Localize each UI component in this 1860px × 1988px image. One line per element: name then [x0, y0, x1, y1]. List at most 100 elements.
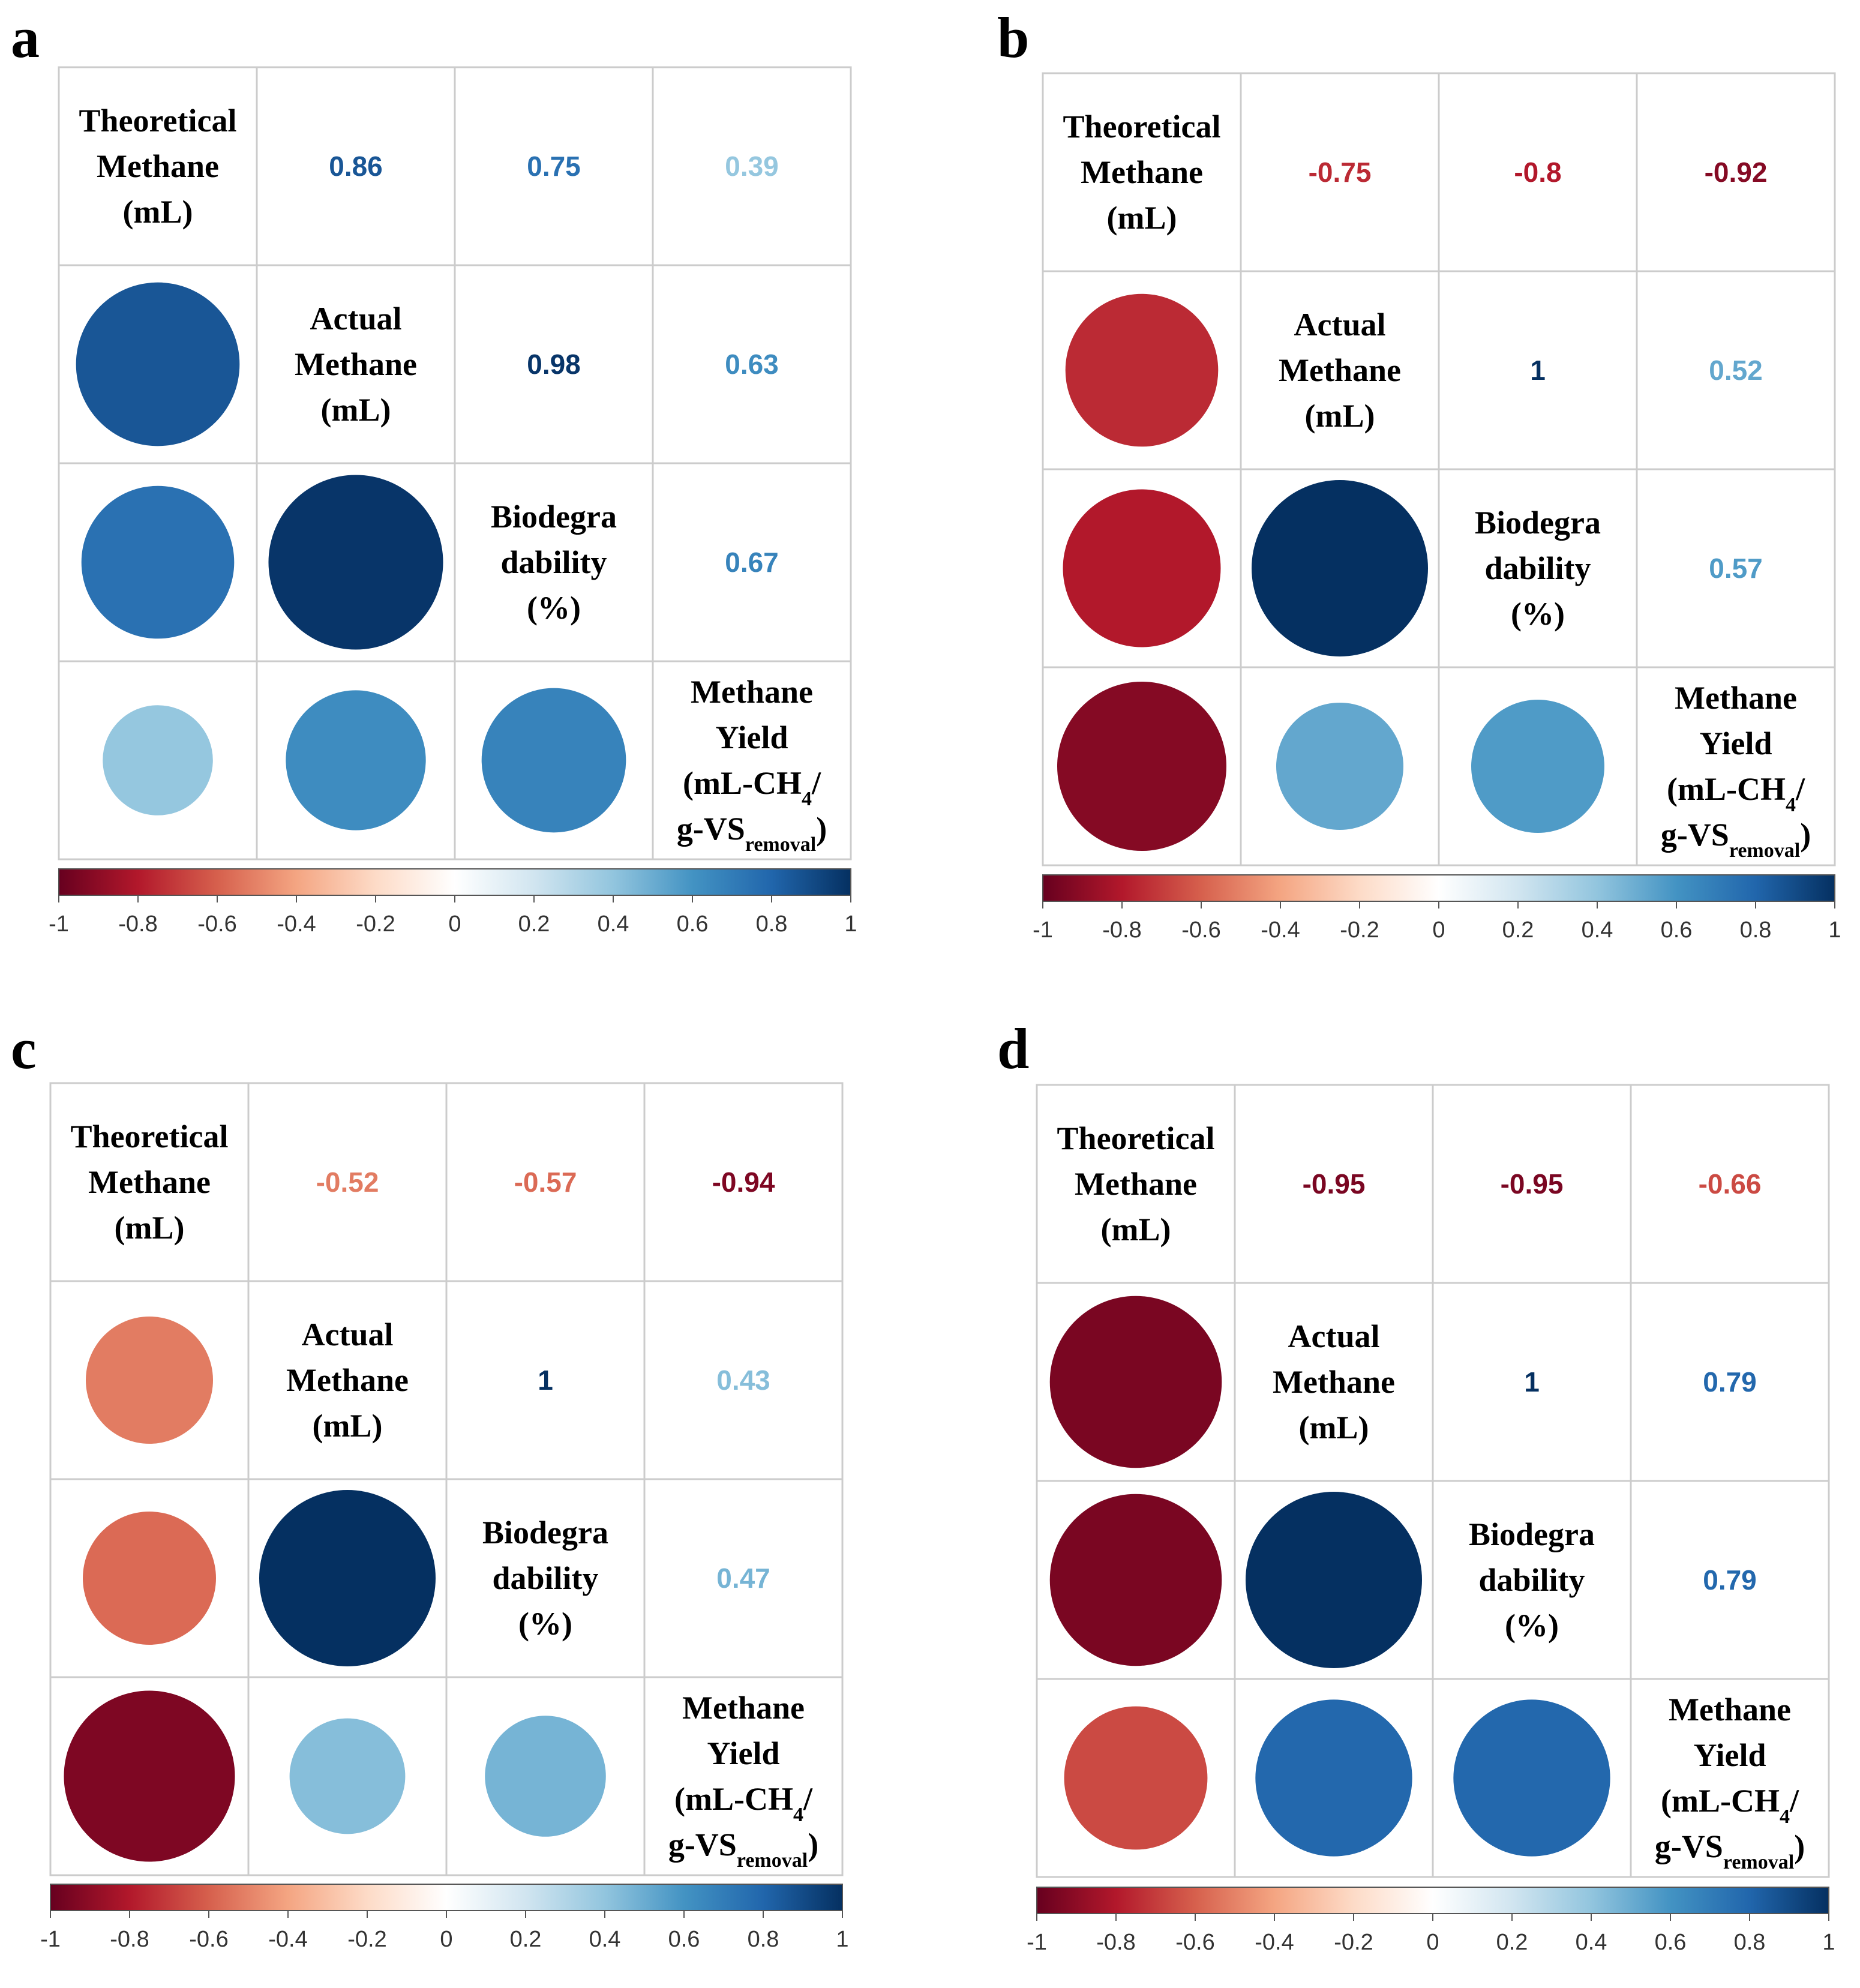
- colorbar: [1036, 1887, 1829, 1914]
- variable-label: Methane: [682, 1690, 805, 1726]
- colorbar-tick-label: -0.4: [277, 911, 316, 937]
- variable-label: dability: [1484, 550, 1591, 586]
- variable-label: (mL): [1299, 1410, 1369, 1446]
- variable-label: Methane: [1675, 680, 1797, 716]
- colorbar-tick-label: -0.2: [1334, 1930, 1373, 1955]
- colorbar-tick-label: 0.8: [1734, 1930, 1766, 1955]
- variable-label: Methane: [1279, 352, 1401, 388]
- coefficient-label: -0.95: [1303, 1168, 1366, 1200]
- colorbar-tick-label: 0.2: [1496, 1930, 1528, 1955]
- colorbar-tick-label: 0.6: [1661, 917, 1693, 943]
- coefficient-label: -0.66: [1699, 1168, 1762, 1200]
- colorbar-tick-label: 0.4: [589, 1927, 621, 1952]
- correlation-circle: [103, 705, 213, 815]
- variable-label: (mL-CH4/: [674, 1781, 813, 1826]
- variable-label: (mL-CH4/: [683, 765, 821, 810]
- coefficient-label: 0.52: [1709, 355, 1763, 386]
- variable-label: Yield: [1694, 1737, 1766, 1773]
- colorbar-tick-label: -0.6: [1181, 917, 1220, 943]
- colorbar-tick-label: -1: [1027, 1930, 1047, 1955]
- variable-label: (mL): [1101, 1212, 1171, 1248]
- coefficient-label: -0.57: [514, 1167, 577, 1198]
- colorbar-tick-label: 0.2: [510, 1927, 542, 1952]
- coefficient-label: 1: [1530, 355, 1546, 386]
- correlation-circle: [1057, 682, 1226, 851]
- variable-label: Methane: [97, 148, 219, 184]
- coefficient-label: 0.79: [1703, 1564, 1757, 1596]
- colorbar-tick-label: 1: [844, 911, 857, 937]
- variable-label: (mL): [321, 392, 391, 428]
- variable-label: Biodegra: [1475, 505, 1601, 541]
- variable-label: Actual: [310, 301, 402, 337]
- variable-label: g-VSremoval): [677, 811, 827, 856]
- variable-label: (%): [527, 590, 581, 626]
- variable-label: (mL): [123, 194, 193, 230]
- coefficient-label: 0.39: [725, 151, 779, 182]
- variable-label: Yield: [1700, 725, 1772, 761]
- variable-label: (%): [1505, 1608, 1559, 1644]
- colorbar-tick-label: 0.4: [1582, 917, 1613, 943]
- colorbar-tick-label: -0.2: [1340, 917, 1379, 943]
- correlation-circle: [1065, 293, 1219, 447]
- correlation-circle: [1064, 1706, 1208, 1850]
- colorbar: [50, 1884, 843, 1911]
- coefficient-label: -0.8: [1514, 157, 1561, 188]
- colorbar: [1042, 874, 1835, 902]
- colorbar-tick-label: -0.8: [118, 911, 157, 937]
- correlation-circle: [64, 1690, 235, 1862]
- panel-letter: a: [11, 5, 40, 70]
- colorbar: [58, 868, 851, 896]
- correlation-circle: [268, 475, 443, 650]
- variable-label: Methane: [295, 346, 417, 382]
- colorbar-tick-label: -1: [49, 911, 69, 937]
- colorbar-tick-label: 1: [1822, 1930, 1835, 1955]
- colorbar-tick-label: 0.2: [1502, 917, 1534, 943]
- variable-label: Actual: [1288, 1318, 1380, 1354]
- panel-b: b Theoretical Methane (mL) -0.75 -0.8 -0.92 Act…: [997, 5, 1841, 943]
- variable-label: Theoretical: [1063, 109, 1221, 145]
- variable-label: Biodegra: [482, 1515, 608, 1551]
- colorbar-tick-label: -1: [1033, 917, 1053, 943]
- variable-label: Theoretical: [71, 1119, 229, 1155]
- variable-label: Methane: [1669, 1692, 1791, 1728]
- variable-label: Methane: [88, 1164, 211, 1200]
- coefficient-label: -0.75: [1309, 157, 1372, 188]
- colorbar-tick-label: 0: [440, 1927, 452, 1952]
- colorbar-tick-label: -0.6: [197, 911, 236, 937]
- colorbar-tick-label: -0.4: [1261, 917, 1300, 943]
- colorbar-tick-label: 1: [836, 1927, 848, 1952]
- correlation-circle: [83, 1512, 216, 1645]
- colorbar-tick-label: -0.8: [110, 1927, 149, 1952]
- variable-label: (%): [518, 1606, 572, 1642]
- colorbar-tick-label: 0: [1432, 917, 1445, 943]
- variable-label: dability: [500, 544, 607, 580]
- colorbar-tick-label: 1: [1828, 917, 1841, 943]
- coefficient-label: 0.43: [716, 1365, 770, 1396]
- variable-label: (mL-CH4/: [1667, 771, 1805, 816]
- variable-label: Methane: [691, 674, 813, 710]
- variable-label: Actual: [302, 1317, 394, 1353]
- correlation-circle: [1255, 1699, 1412, 1857]
- variable-label: Yield: [707, 1735, 780, 1771]
- colorbar-tick-label: 0.8: [748, 1927, 779, 1952]
- colorbar-tick-label: 0: [1426, 1930, 1439, 1955]
- variable-label: (mL-CH4/: [1661, 1783, 1799, 1828]
- colorbar-tick-label: 0.8: [756, 911, 788, 937]
- coefficient-label: 1: [538, 1365, 553, 1396]
- coefficient-label: -0.92: [1705, 157, 1768, 188]
- correlation-circle: [481, 688, 626, 833]
- variable-label: Methane: [1273, 1364, 1395, 1400]
- variable-label: Biodegra: [1469, 1516, 1595, 1552]
- coefficient-label: 0.47: [716, 1563, 770, 1594]
- panel-d: d Theoretical Methane (mL) -0.95 -0.95 -0.66 Ac…: [997, 1017, 1835, 1955]
- colorbar-tick-label: 0.6: [668, 1927, 700, 1952]
- colorbar-tick-label: 0: [448, 911, 461, 937]
- coefficient-label: 0.67: [725, 547, 779, 578]
- variable-label: (mL): [1107, 200, 1177, 236]
- variable-label: Methane: [286, 1362, 409, 1398]
- coefficient-label: 1: [1524, 1366, 1540, 1398]
- correlation-circle: [81, 485, 235, 639]
- variable-label: Methane: [1075, 1166, 1197, 1202]
- colorbar-tick-label: 0.6: [1655, 1930, 1687, 1955]
- variable-label: Theoretical: [1057, 1120, 1215, 1156]
